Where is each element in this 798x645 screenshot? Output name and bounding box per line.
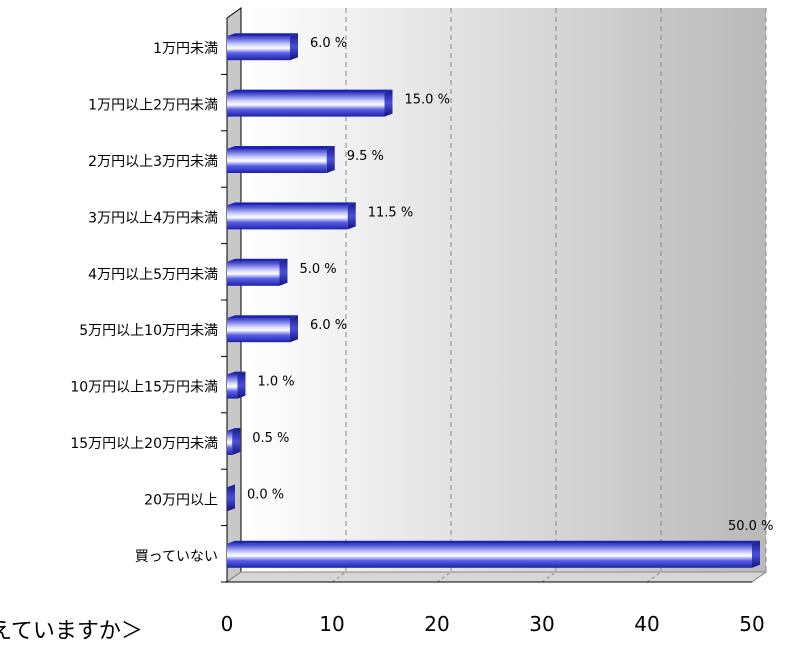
category-label: 4万円以上5万円未満 [88,267,218,283]
value-label: 0.5 % [252,431,289,446]
category-label: 15万円以上20万円未満 [70,436,218,452]
value-label: 15.0 % [405,93,450,108]
bar-top [227,428,241,431]
bar [227,374,238,399]
bar-end-cap [232,428,241,455]
x-tick-label: 0 [221,612,234,636]
x-tick-label: 10 [319,612,344,636]
gridline-floor [541,571,557,583]
category-label: 10万円以上15万円未満 [70,380,218,396]
bar-end-cap [326,146,335,173]
bar-top [227,315,298,319]
category-label: 1万円未満 [153,41,218,57]
gridline-floor [331,571,347,583]
bar-top [227,540,760,544]
value-label: 9.5 % [347,149,384,164]
bar [227,318,290,343]
gridline-floor [436,571,452,583]
bar [227,36,290,61]
x-tick-label: 30 [529,612,554,636]
value-label: 50.0 % [728,519,773,534]
bar [227,543,752,568]
value-label: 11.5 % [368,205,413,220]
bar [227,205,348,230]
bar-end-cap [279,258,288,286]
category-label: 買っていない [135,549,218,565]
category-label: 1万円以上2万円未満 [88,98,218,114]
bar-end-cap [237,371,246,399]
gridline-floor [751,571,767,583]
category-label: 20万円以上 [144,492,218,508]
bar-end-cap [752,540,760,568]
bar-top [227,202,356,206]
value-label: 1.0 % [258,375,295,390]
bar [227,261,280,286]
x-tick-label: 50 [739,612,764,636]
bar-top [227,258,288,262]
bar-end-cap [227,484,235,512]
value-label: 6.0 % [310,36,347,51]
bar [227,92,385,117]
category-label: 2万円以上3万円未満 [88,154,218,170]
caption-text: えていますか＞ [0,619,143,644]
bar [227,149,327,173]
category-label: 3万円以上4万円未満 [88,210,218,226]
x-tick-label: 40 [634,612,659,636]
bar-end-cap [384,89,393,117]
bar-end-cap [290,315,298,343]
value-label: 5.0 % [300,262,337,277]
gridline-floor [646,571,662,583]
value-label: 6.0 % [310,318,347,333]
x-tick-label: 20 [424,612,449,636]
value-label: 0.0 % [247,487,284,502]
bar-top [227,89,393,93]
bar-end-cap [290,33,298,61]
bar [227,431,233,455]
category-label: 5万円以上10万円未満 [79,323,218,339]
floor [225,571,768,583]
bar-top [227,371,246,375]
bar-end-cap [347,202,356,230]
bar-top [227,146,335,149]
bar-top [227,33,298,37]
